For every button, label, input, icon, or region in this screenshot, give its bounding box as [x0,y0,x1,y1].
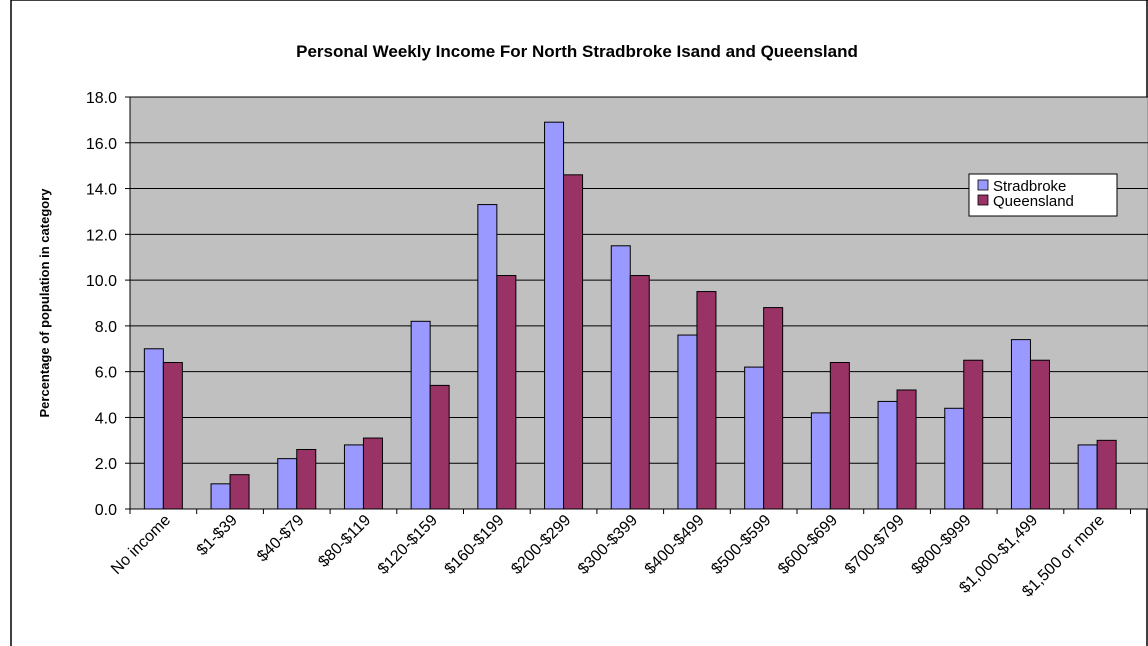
bar-stradbroke-0 [143,348,164,510]
axes [125,96,1148,514]
bar-queensland-9 [763,307,784,510]
bar-queensland-6 [563,174,584,510]
y-tick-label: 10.0 [86,273,117,290]
bar-queensland-4 [429,384,450,510]
bar-stradbroke-12 [944,407,965,510]
y-tick-labels: 0.0 2.0 4.0 6.0 8.0 10.0 12.0 14.0 16.0 18.0 [86,90,117,519]
bar-stradbroke-7 [610,245,631,510]
bar-queensland-12 [963,359,984,510]
bars [143,121,1117,510]
y-tick-label: 2.0 [95,456,117,473]
bar-queensland-2 [296,448,317,510]
bar-stradbroke-8 [677,334,698,510]
legend-swatch-queensland [977,194,989,206]
bar-queensland-5 [496,275,517,510]
legend: Stradbroke Queensland [968,173,1118,217]
y-tick-label: 12.0 [86,227,117,244]
y-axis-label: Percentage of population in category [37,188,52,418]
y-tick-label: 4.0 [95,410,117,427]
bar-queensland-13 [1029,359,1050,510]
bar-stradbroke-4 [410,320,431,510]
bar-stradbroke-10 [810,412,831,510]
bar-stradbroke-1 [210,483,231,510]
chart-title: Personal Weekly Income For North Stradbr… [296,42,858,61]
y-tick-label: 14.0 [86,182,117,199]
y-tick-label: 18.0 [86,90,117,107]
bar-stradbroke-13 [1010,339,1031,510]
bar-queensland-7 [629,275,650,510]
bar-stradbroke-2 [277,458,298,510]
bar-queensland-3 [362,437,383,510]
bar-stradbroke-9 [744,366,765,510]
y-tick-label: 16.0 [86,136,117,153]
y-tick-label: 8.0 [95,319,117,336]
bar-queensland-10 [829,362,850,510]
bar-stradbroke-6 [544,121,565,510]
bar-stradbroke-14 [1077,444,1098,510]
bar-stradbroke-11 [877,400,898,510]
legend-swatch-stradbroke [977,179,989,191]
bar-queensland-14 [1096,439,1117,510]
legend-label-queensland: Queensland [993,193,1074,210]
bar-queensland-11 [896,389,917,510]
legend-box [968,173,1118,217]
bar-queensland-0 [162,362,183,510]
bar-stradbroke-3 [343,444,364,510]
bar-queensland-8 [696,291,717,510]
bar-stradbroke-5 [477,204,498,510]
bar-queensland-1 [229,474,250,510]
legend-label-stradbroke: Stradbroke [993,178,1066,195]
y-tick-label: 0.0 [95,502,117,519]
y-tick-label: 6.0 [95,365,117,382]
